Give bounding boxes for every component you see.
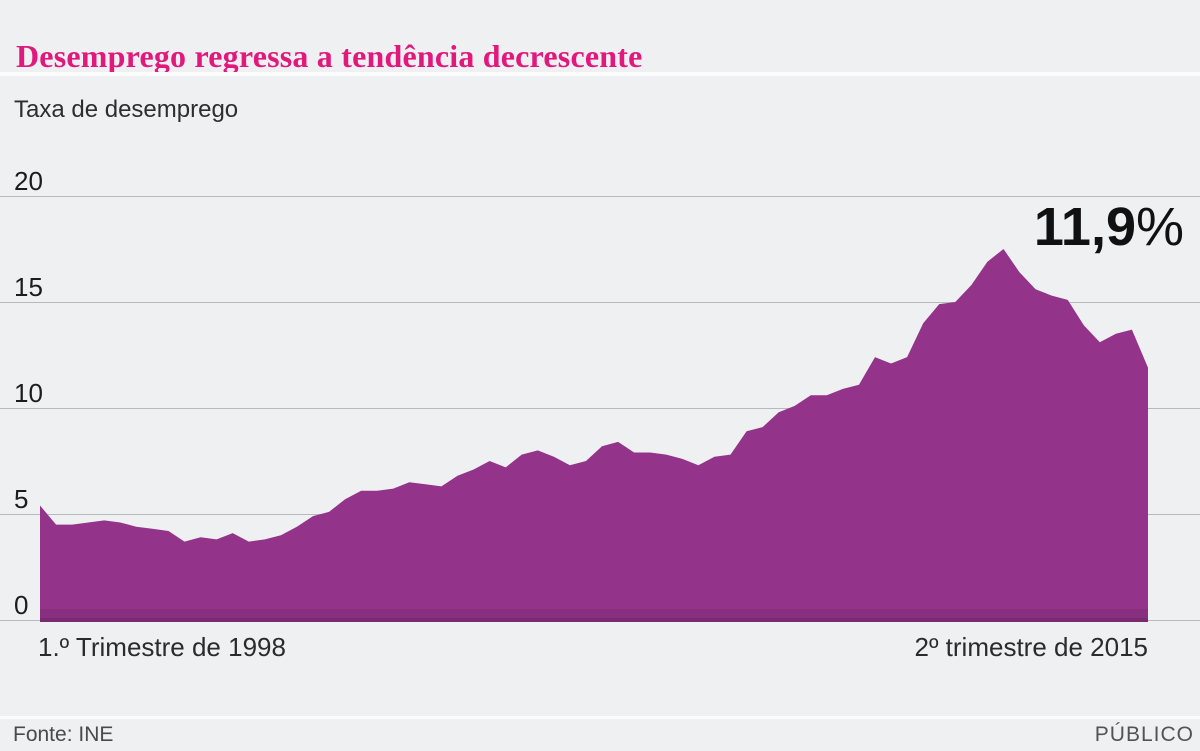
title-divider [0,72,1200,76]
x-axis-end-label: 2º trimestre de 2015 [914,632,1148,662]
last-value-annotation: 11,9% [1034,200,1184,254]
annotation-value: 11,9 [1033,197,1136,257]
area-baseline-shade-light [40,609,1148,618]
gridline-5 [0,514,1200,515]
y-tick-label-20: 20 [14,166,43,196]
unemployment-area [40,249,1148,622]
gridline-10 [0,408,1200,409]
x-axis-start-label: 1.º Trimestre de 1998 [38,632,286,662]
y-tick-label-5: 5 [14,484,29,514]
y-tick-label-0: 0 [14,590,29,620]
chart-subtitle: Taxa de desemprego [14,96,239,123]
gridline-15 [0,302,1200,303]
footer-source: Fonte: INE [13,723,114,746]
gridline-20 [0,196,1200,197]
gridline-0 [0,620,1200,621]
footer-brand: PÚBLICO [1094,723,1194,746]
page-title: Desemprego regressa a tendência decresce… [16,38,643,75]
y-tick-label-15: 15 [14,272,43,302]
annotation-percent-sign: % [1135,197,1184,257]
y-tick-label-10: 10 [14,378,43,408]
footer-divider [0,716,1200,719]
